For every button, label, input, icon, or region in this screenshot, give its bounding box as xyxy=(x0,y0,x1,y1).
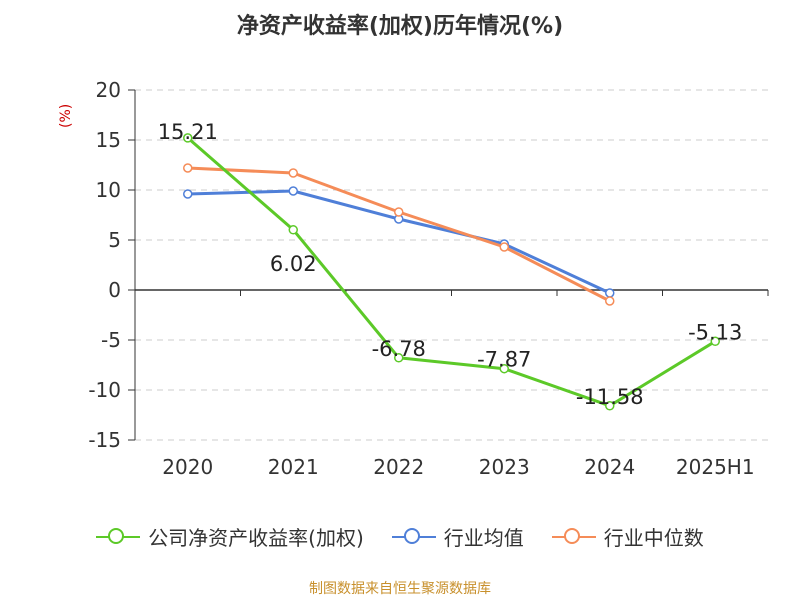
data-point xyxy=(499,363,509,374)
x-tick-label: 2022 xyxy=(373,455,424,479)
data-point xyxy=(288,168,298,178)
chart-title: 净资产收益率(加权)历年情况(%) xyxy=(236,14,564,39)
data-point xyxy=(605,296,615,306)
legend-marker-icon xyxy=(96,527,141,547)
legend-marker-icon xyxy=(391,527,436,547)
y-tick-label: 5 xyxy=(108,228,121,252)
x-tick-label: 2020 xyxy=(162,455,213,479)
legend-label: 行业中位数 xyxy=(603,526,704,550)
data-point xyxy=(183,133,193,143)
source-note: 制图数据来自恒生聚源数据库 xyxy=(309,581,491,597)
series-line xyxy=(187,166,611,303)
legend: 公司净资产收益率(加权) 行业均值 行业中位数 xyxy=(0,522,800,551)
data-point xyxy=(605,401,615,411)
legend-item[interactable]: 行业中位数 xyxy=(551,522,704,551)
data-point xyxy=(394,207,404,217)
y-tick-label: -5 xyxy=(101,328,121,352)
y-tick-label: 0 xyxy=(108,278,121,302)
data-label: -6.78 xyxy=(372,337,426,361)
data-point xyxy=(183,189,193,199)
y-tick-label: 20 xyxy=(96,78,121,102)
x-tick-label: 2024 xyxy=(584,455,635,479)
data-point xyxy=(288,225,298,235)
data-label: -11.58 xyxy=(576,385,644,409)
data-point xyxy=(394,353,404,363)
data-label: -5.13 xyxy=(688,320,742,344)
legend-item[interactable]: 行业均值 xyxy=(391,522,524,551)
legend-label: 公司净资产收益率(加权) xyxy=(148,526,364,550)
x-tick-label: 2025H1 xyxy=(676,455,755,479)
data-label: -7.87 xyxy=(477,348,531,372)
legend-label: 行业均值 xyxy=(443,526,524,550)
x-tick-label: 2023 xyxy=(479,455,530,479)
y-tick-label: -15 xyxy=(88,428,121,452)
y-tick-label: 10 xyxy=(96,178,121,202)
legend-marker-icon xyxy=(551,527,596,547)
x-tick-label: 2021 xyxy=(268,455,319,479)
data-point xyxy=(605,288,615,298)
data-point xyxy=(183,163,193,173)
series-line xyxy=(187,189,611,295)
y-tick-label: -10 xyxy=(88,378,121,402)
data-point xyxy=(499,242,509,252)
series-line xyxy=(186,136,717,408)
data-label: 6.02 xyxy=(270,252,317,276)
data-point xyxy=(288,186,298,196)
data-point xyxy=(710,336,720,347)
legend-item[interactable]: 公司净资产收益率(加权) xyxy=(96,522,364,551)
data-label: 15.21 xyxy=(158,120,218,144)
y-tick-label: 15 xyxy=(96,128,121,152)
